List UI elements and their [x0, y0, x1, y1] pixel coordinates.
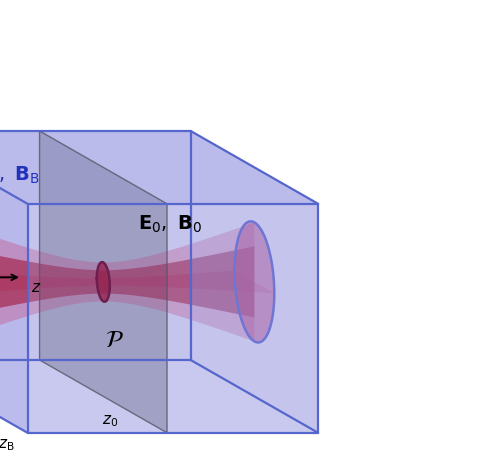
Polygon shape — [234, 221, 274, 343]
Polygon shape — [0, 246, 255, 317]
Polygon shape — [0, 131, 318, 204]
Polygon shape — [97, 262, 110, 302]
Text: $z_\mathrm{B}$: $z_\mathrm{B}$ — [0, 437, 15, 453]
Text: $\mathbf{E}_\mathrm{B},\ \mathbf{B}_\mathrm{B}$: $\mathbf{E}_\mathrm{B},\ \mathbf{B}_\mat… — [0, 164, 40, 186]
Text: $\mathbf{E}_0,\ \mathbf{B}_0$: $\mathbf{E}_0,\ \mathbf{B}_0$ — [137, 214, 201, 235]
Text: $z$: $z$ — [31, 280, 41, 294]
Polygon shape — [0, 131, 28, 433]
Polygon shape — [28, 204, 318, 433]
Polygon shape — [191, 131, 318, 433]
Polygon shape — [0, 223, 255, 341]
Polygon shape — [0, 360, 318, 433]
Text: $z_0$: $z_0$ — [102, 414, 118, 430]
Text: $\mathcal{P}$: $\mathcal{P}$ — [105, 328, 123, 352]
Polygon shape — [0, 271, 274, 293]
Polygon shape — [40, 131, 167, 433]
Polygon shape — [0, 131, 191, 360]
